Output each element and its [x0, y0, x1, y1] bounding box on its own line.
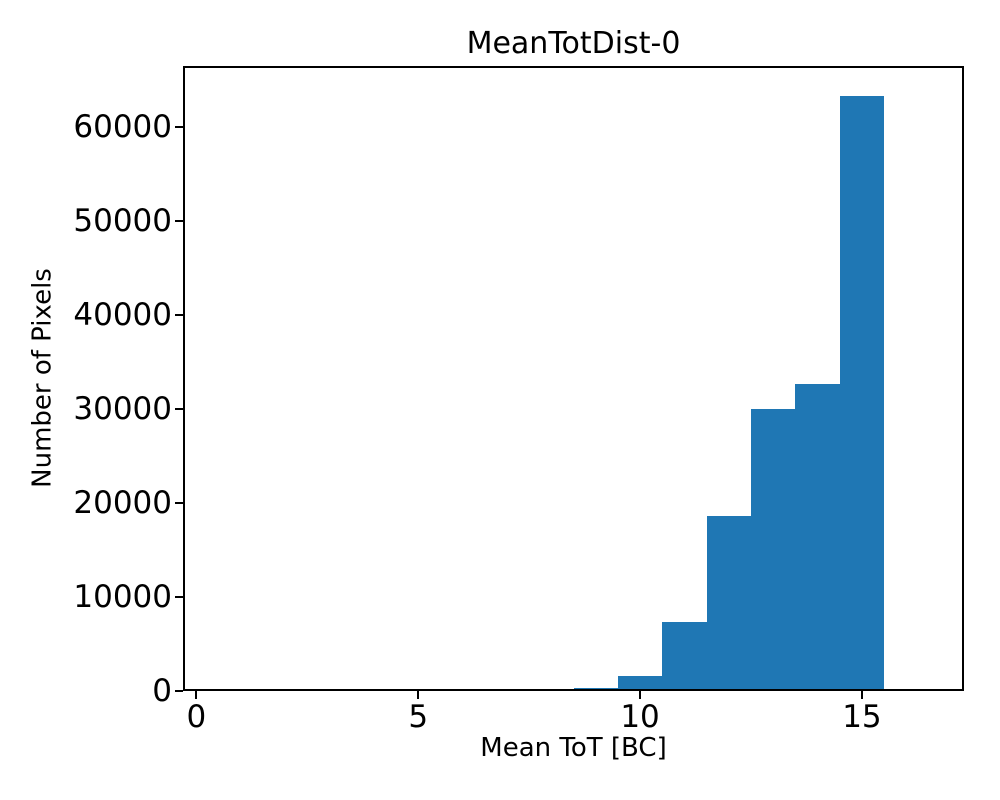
x-tick-mark — [195, 691, 198, 699]
plot-area — [183, 66, 964, 691]
y-tick-mark — [175, 125, 183, 128]
x-tick-label: 0 — [186, 699, 207, 735]
x-tick-label: 10 — [620, 699, 660, 735]
y-tick-label: 20000 — [73, 484, 172, 521]
histogram-bar — [751, 408, 796, 691]
y-tick-mark — [175, 595, 183, 598]
x-tick-mark — [860, 691, 863, 699]
y-tick-mark — [175, 407, 183, 410]
x-tick-mark — [639, 691, 642, 699]
histogram-bar — [706, 516, 751, 691]
y-tick-label: 50000 — [73, 202, 172, 239]
x-tick-label: 5 — [408, 699, 429, 735]
histogram-bar — [662, 622, 707, 691]
x-tick-mark — [417, 691, 420, 699]
y-tick-label: 0 — [152, 672, 172, 709]
y-tick-label: 40000 — [73, 296, 172, 333]
histogram-bar — [795, 383, 840, 691]
y-tick-label: 30000 — [73, 390, 172, 427]
chart-title: MeanTotDist-0 — [466, 26, 681, 61]
histogram-bar — [617, 675, 663, 691]
x-tick-label: 15 — [842, 699, 882, 735]
y-tick-label: 10000 — [73, 578, 172, 615]
y-tick-mark — [175, 313, 183, 316]
y-tick-mark — [175, 219, 183, 222]
histogram-bar — [839, 95, 885, 691]
y-tick-label: 60000 — [73, 108, 172, 145]
y-tick-mark — [175, 690, 183, 692]
x-axis-label: Mean ToT [BC] — [480, 733, 667, 763]
y-tick-mark — [175, 501, 183, 504]
